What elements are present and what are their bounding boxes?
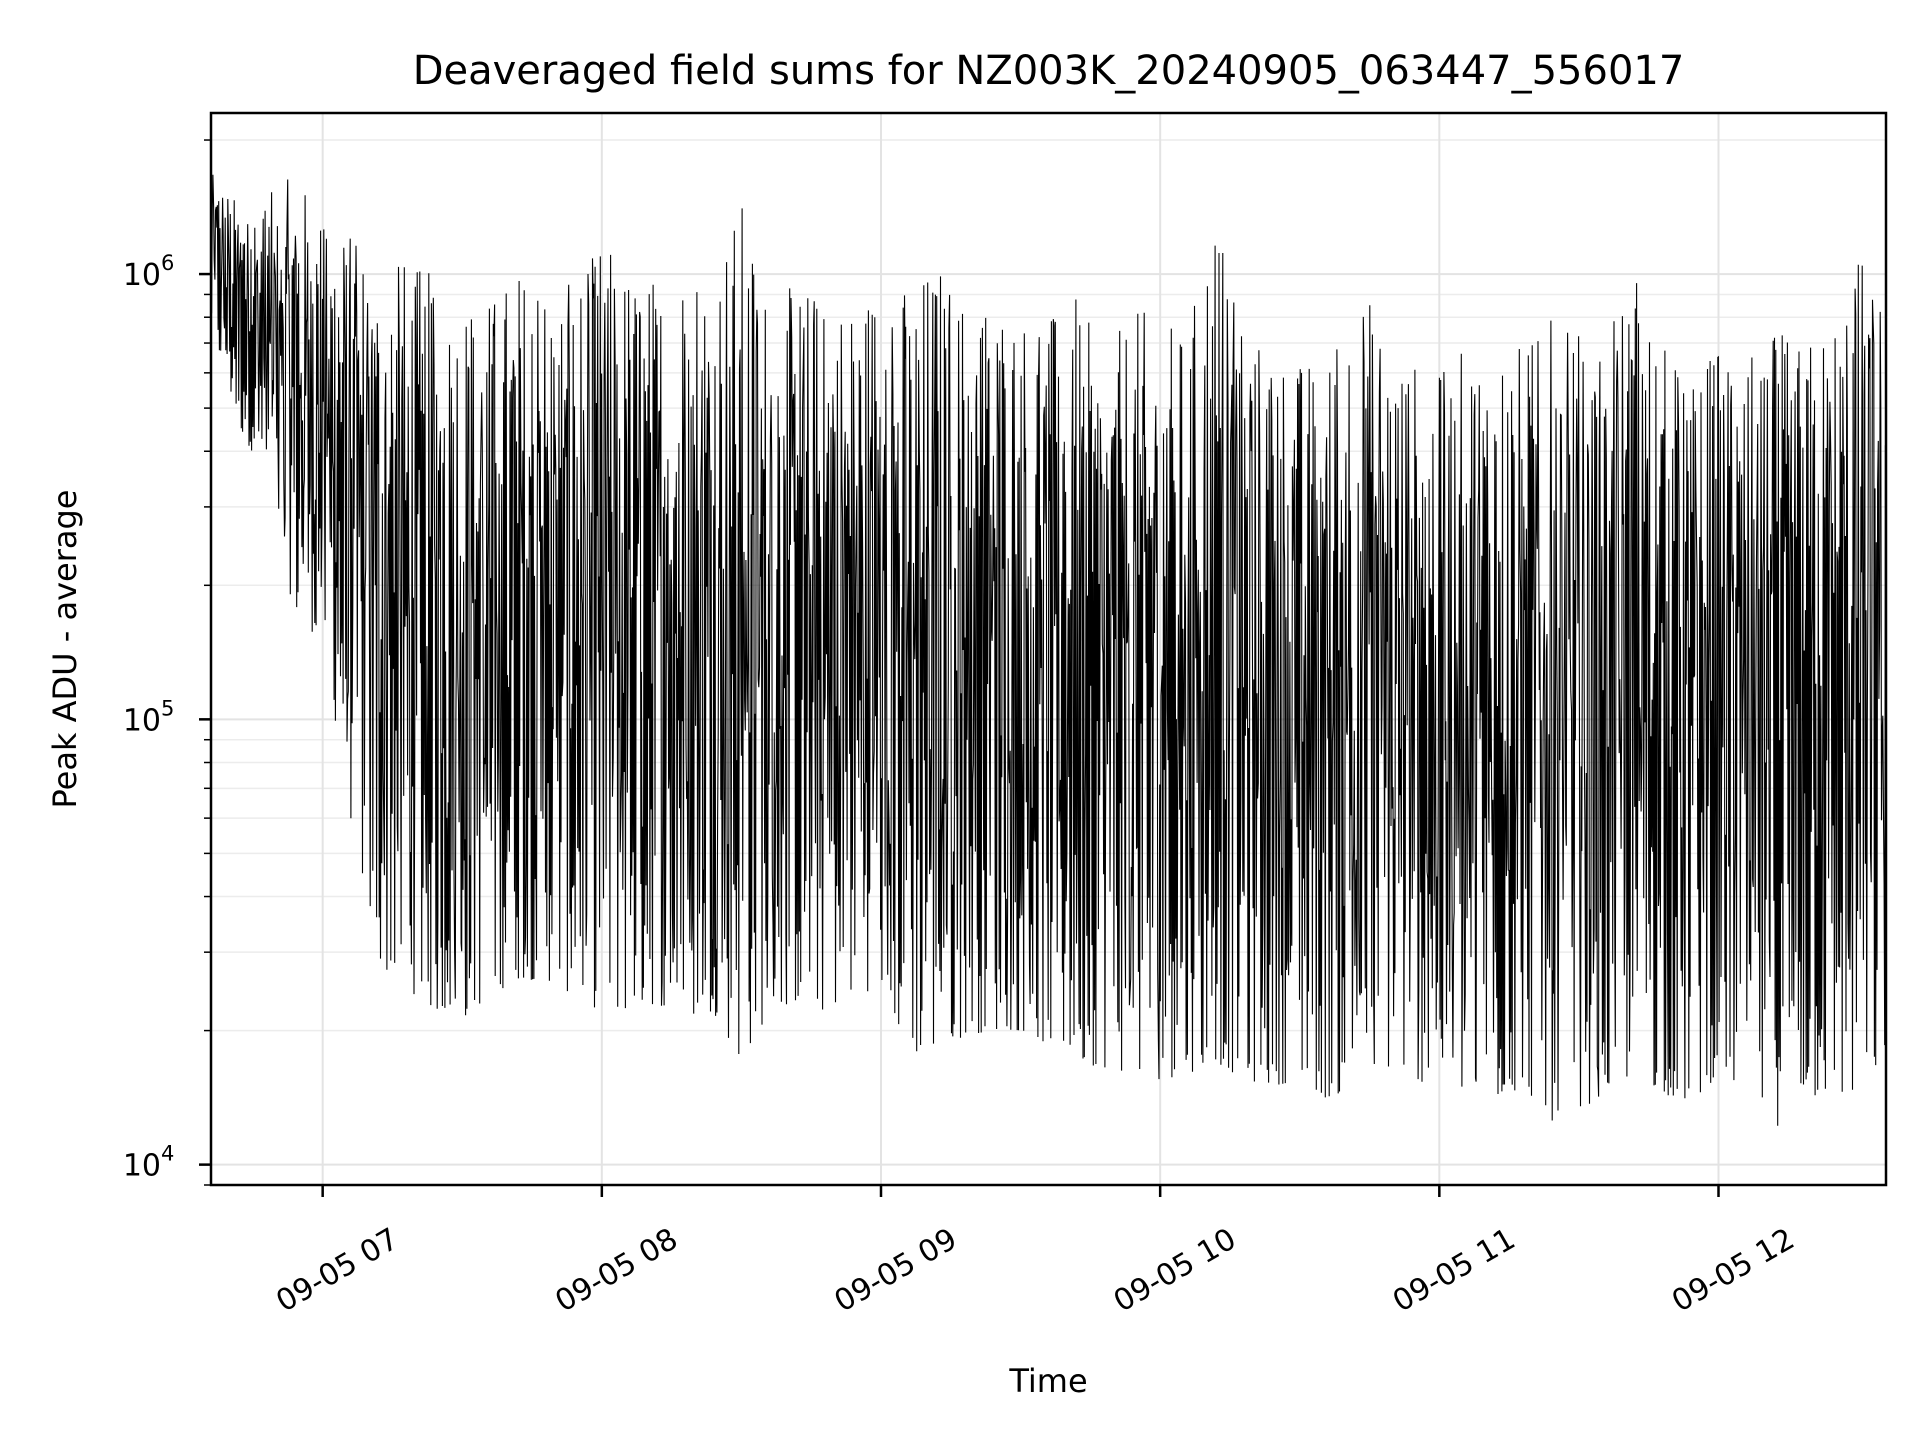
- plot-frame: [209, 111, 1888, 1187]
- y-tick-label: 10: [123, 258, 161, 293]
- y-tick-label: 10: [123, 1149, 161, 1184]
- x-tick-label: 09-05 10: [1108, 1222, 1242, 1320]
- data-line-layer: [210, 174, 1887, 1126]
- x-axis-label: Time: [1008, 1362, 1087, 1400]
- series-line: [210, 174, 1887, 1126]
- y-axis-label: Peak ADU - average: [46, 490, 84, 809]
- y-tick-exponent: 4: [161, 1142, 174, 1166]
- chart-title: Deaveraged field sums for NZ003K_2024090…: [413, 48, 1685, 94]
- x-tick-label: 09-05 11: [1387, 1222, 1521, 1320]
- x-tick-label: 09-05 12: [1666, 1222, 1800, 1320]
- x-tick-label: 09-05 08: [550, 1222, 684, 1320]
- y-tick-exponent: 6: [161, 251, 174, 275]
- x-axis: 09-05 07 09-05 08 09-05 09 09-05 10 09-05 11…: [270, 1185, 1801, 1320]
- y-tick-exponent: 5: [161, 696, 174, 720]
- y-tick-label: 10: [123, 703, 161, 738]
- x-tick-label: 09-05 09: [829, 1222, 963, 1320]
- x-tick-label: 09-05 07: [270, 1222, 404, 1320]
